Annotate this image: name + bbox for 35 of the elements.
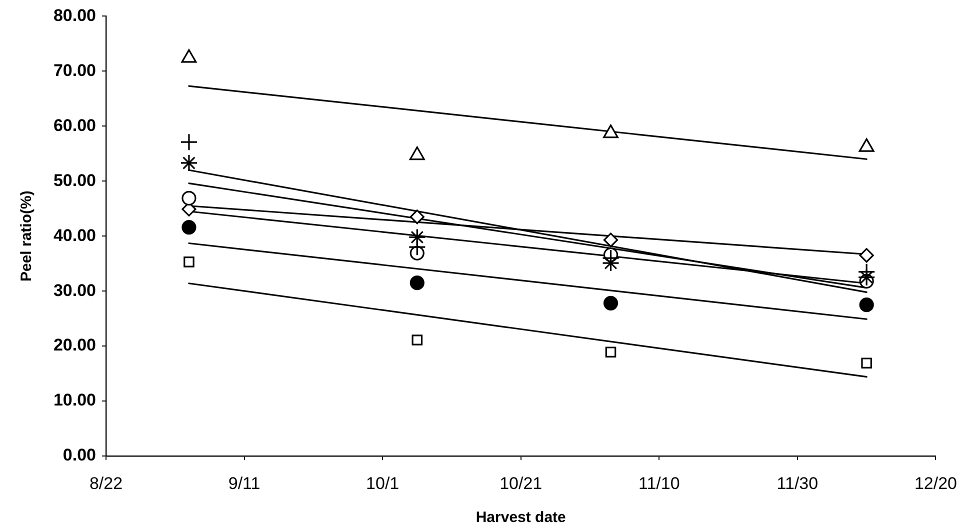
x-tick-label: 11/10 (638, 474, 680, 493)
point (181, 49, 197, 63)
y-tick-label: 70.00 (53, 60, 96, 80)
point (408, 228, 426, 246)
y-axis-title: Peel ratio(%) (18, 190, 36, 282)
point (602, 249, 620, 267)
point (410, 210, 424, 224)
y-tick-label: 80.00 (53, 6, 96, 25)
point (184, 256, 194, 268)
x-tick-label: 8/22 (89, 474, 123, 493)
x-tick-label: 9/11 (228, 474, 260, 493)
y-tick-label: 10.00 (53, 390, 96, 410)
x-tick-label: 10/1 (366, 474, 400, 493)
x-tick-label: 12/20 (914, 474, 958, 493)
point (603, 296, 618, 310)
y-tick-label: 30.00 (53, 280, 96, 300)
x-tick-label: 10/21 (500, 474, 542, 493)
point (603, 232, 618, 248)
point (602, 254, 620, 272)
point (180, 154, 198, 172)
y-tick-label: 40.00 (53, 226, 96, 245)
point (859, 248, 874, 263)
x-tick-label: 11/30 (776, 474, 818, 493)
y-tick-label: 20.00 (53, 336, 96, 355)
point (410, 276, 424, 290)
y-tick-label: 60.00 (53, 116, 96, 135)
point (605, 346, 616, 358)
point (182, 220, 196, 235)
point (859, 298, 874, 312)
y-tick-label: 0.00 (62, 446, 96, 465)
point (182, 190, 196, 206)
point (412, 334, 423, 346)
x-axis-title: Harvest date (476, 509, 566, 526)
point (861, 358, 872, 368)
y-tick-label: 50.00 (53, 170, 96, 190)
